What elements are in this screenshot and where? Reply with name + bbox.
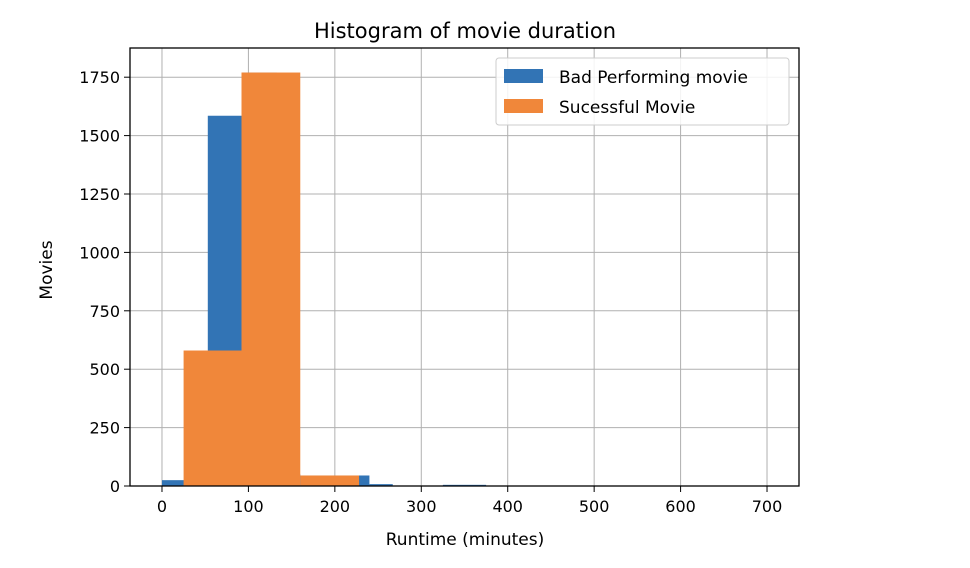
y-tick-label: 1000 bbox=[79, 243, 120, 262]
x-tick-label: 300 bbox=[406, 497, 437, 516]
y-tick-label: 250 bbox=[89, 419, 120, 438]
y-tick-label: 0 bbox=[110, 477, 120, 496]
x-tick-label: 0 bbox=[157, 497, 167, 516]
axis-ticks: 0 100 200 300 400 500 600 700 0 250 500 750 1000 1250… bbox=[79, 68, 782, 516]
y-tick-label: 1250 bbox=[79, 185, 120, 204]
bar-successful bbox=[241, 72, 301, 486]
y-tick-label: 750 bbox=[89, 302, 120, 321]
y-tick-label: 500 bbox=[89, 360, 120, 379]
legend-label-bad-performing: Bad Performing movie bbox=[559, 68, 748, 88]
legend: Bad Performing movie Sucessful Movie bbox=[495, 57, 790, 126]
legend-swatch-successful bbox=[504, 99, 543, 113]
x-axis-label: Runtime (minutes) bbox=[386, 530, 545, 550]
histogram-bars bbox=[161, 72, 487, 486]
legend-box bbox=[495, 57, 790, 126]
x-tick-label: 100 bbox=[233, 497, 264, 516]
bar-bad-performing bbox=[369, 484, 393, 486]
legend-label-successful: Sucessful Movie bbox=[559, 98, 695, 118]
chart-title: Histogram of movie duration bbox=[314, 19, 616, 43]
x-tick-label: 700 bbox=[752, 497, 783, 516]
y-tick-label: 1500 bbox=[79, 127, 120, 146]
y-tick-label: 1750 bbox=[79, 68, 120, 87]
legend-swatch-bad-performing bbox=[504, 69, 543, 83]
x-tick-label: 600 bbox=[665, 497, 696, 516]
x-tick-label: 200 bbox=[320, 497, 351, 516]
y-axis-label: Movies bbox=[37, 240, 57, 299]
bar-bad-performing bbox=[161, 480, 186, 486]
bar-successful bbox=[300, 475, 360, 486]
x-tick-label: 500 bbox=[579, 497, 610, 516]
plot-frame bbox=[129, 47, 800, 487]
bar-successful bbox=[183, 350, 242, 486]
x-tick-label: 400 bbox=[492, 497, 523, 516]
